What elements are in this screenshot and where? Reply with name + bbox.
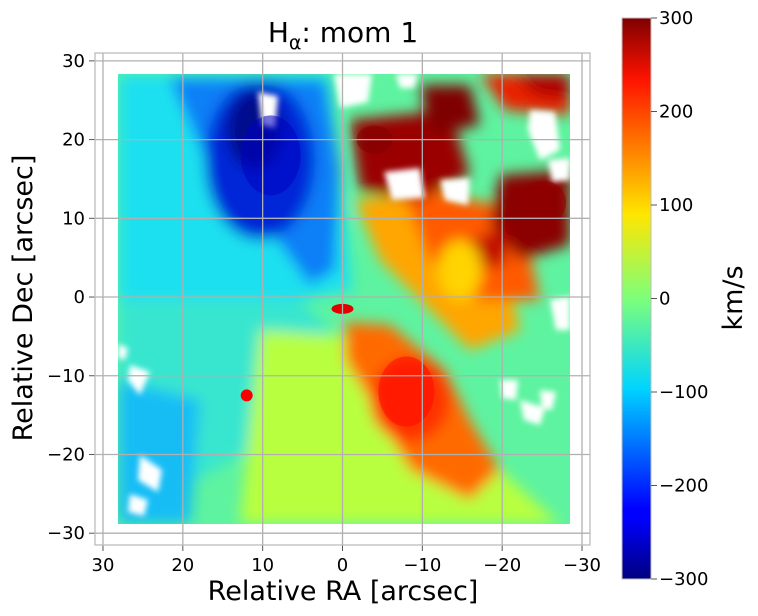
x-tick-label: −20 xyxy=(483,555,521,576)
plot-frame xyxy=(94,52,591,546)
y-tick-label: −20 xyxy=(47,444,85,465)
y-tick-label: 0 xyxy=(74,287,85,308)
colorbar-tick-label: −100 xyxy=(659,382,708,403)
masked-region-2 xyxy=(396,74,418,88)
x-axis-label: Relative RA [arcsec] xyxy=(208,576,479,607)
y-tick-label: 30 xyxy=(62,51,85,72)
y-tick-label: 20 xyxy=(62,130,85,151)
masked-region-7 xyxy=(118,344,128,360)
colorbar-tick-label: 200 xyxy=(659,102,693,123)
field-region-2 xyxy=(118,380,200,524)
plot-axes: 30 20 10 0 −10 −20 −30 30 20 10 0 −10 −20 −30 xyxy=(47,51,601,576)
masked-region-12 xyxy=(540,390,556,410)
x-tick-label: 10 xyxy=(251,555,274,576)
masked-regions xyxy=(118,74,570,516)
velocity-feature-4 xyxy=(240,389,253,402)
y-tick-label: −30 xyxy=(47,523,85,544)
field-region-15 xyxy=(515,74,570,100)
colorbar-ticks: 300 200 100 0 −100 −200 −300 xyxy=(651,8,708,590)
velocity-features xyxy=(240,115,567,427)
velocity-feature-0 xyxy=(240,115,301,196)
masked-region-4 xyxy=(440,178,470,205)
velocity-feature-2 xyxy=(518,180,567,225)
masked-region-1 xyxy=(334,74,372,108)
x-tick-label: 30 xyxy=(92,555,115,576)
colorbar-tick-label: −300 xyxy=(659,569,708,590)
colorbar: 300 200 100 0 −100 −200 −300 km/s xyxy=(621,8,749,590)
x-tick-label: −10 xyxy=(403,555,441,576)
masked-region-13 xyxy=(550,296,570,330)
colorbar-gradient xyxy=(621,17,652,580)
colorbar-tick-label: 0 xyxy=(659,289,670,310)
y-axis-label: Relative Dec [arcsec] xyxy=(8,155,39,442)
colorbar-tick-label: 300 xyxy=(659,8,693,29)
y-tick-label: −10 xyxy=(47,366,85,387)
colorbar-label: km/s xyxy=(718,265,749,330)
x-tick-label: 0 xyxy=(337,555,348,576)
x-tick-label: −30 xyxy=(563,555,601,576)
colorbar-tick-label: −200 xyxy=(659,476,708,497)
masked-region-10 xyxy=(128,494,148,516)
y-tick-label: 10 xyxy=(62,208,85,229)
x-tick-label: 20 xyxy=(171,555,194,576)
colorbar-tick-label: 100 xyxy=(659,195,693,216)
masked-region-8 xyxy=(128,365,150,395)
masked-region-5 xyxy=(528,110,560,160)
masked-region-14 xyxy=(520,400,545,425)
masked-region-3 xyxy=(384,168,425,200)
field-region-17 xyxy=(438,240,482,300)
field-region-12 xyxy=(420,85,480,135)
masked-region-6 xyxy=(548,158,570,182)
chart-title: Hα: mom 1 xyxy=(268,16,418,54)
masked-region-11 xyxy=(500,380,518,400)
masked-region-9 xyxy=(138,455,162,492)
velocity-feature-1 xyxy=(378,356,435,427)
